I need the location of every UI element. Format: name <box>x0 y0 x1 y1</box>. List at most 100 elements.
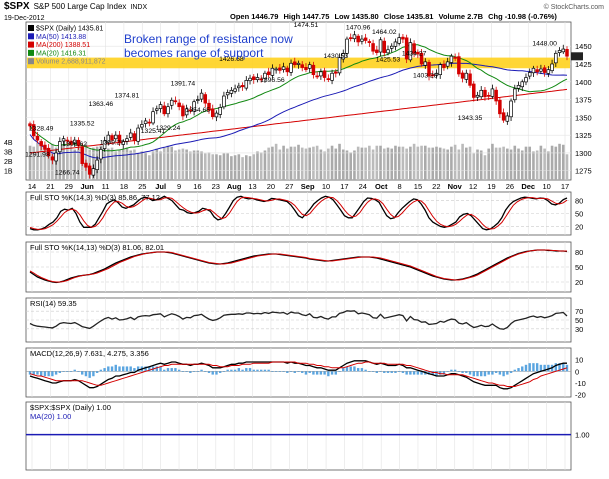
volume-bar <box>110 147 114 180</box>
candle-body <box>393 41 398 47</box>
sto1-series-1 <box>29 196 568 230</box>
rsi-tick-label: 70 <box>575 307 583 316</box>
macd-histogram-bar <box>189 371 192 373</box>
price-label: 1335.52 <box>70 121 95 128</box>
volume-bar <box>554 146 558 180</box>
candle-body <box>28 123 32 127</box>
candle-body <box>457 56 461 75</box>
candle-body <box>229 89 234 94</box>
candle-body <box>210 108 215 118</box>
macd-histogram-bar <box>390 371 393 373</box>
volume-bar <box>483 155 487 180</box>
volume-bar <box>379 145 382 180</box>
candle-body <box>128 132 133 138</box>
volume-bar <box>438 147 442 180</box>
macd-histogram-bar <box>521 366 524 372</box>
volume-bar <box>494 147 498 180</box>
volume-bar <box>528 146 532 180</box>
macd-histogram-bar <box>383 371 386 373</box>
volume-bar <box>103 144 106 180</box>
candle-body <box>255 77 260 81</box>
candle-body <box>475 94 480 98</box>
volume-bar <box>222 153 226 180</box>
candle-body <box>453 56 457 59</box>
macd-histogram-bar <box>66 371 69 372</box>
legend-swatch <box>28 49 34 56</box>
volume-bar <box>274 143 278 180</box>
rsi-legend: RSI(14) 59.35 <box>30 299 77 308</box>
volume-bar <box>65 141 69 180</box>
volume-tick-label: 4B <box>4 140 13 147</box>
macd-histogram-bar <box>345 366 349 372</box>
macd-histogram-bar <box>174 368 177 372</box>
volume-bar <box>203 153 207 180</box>
candle-body <box>356 35 360 43</box>
volume-bar <box>237 154 241 180</box>
volume-bar <box>133 149 136 180</box>
price-label: 1426.68 <box>219 56 244 63</box>
volume-bar <box>442 148 446 180</box>
sto2-tick-label: 50 <box>575 263 583 272</box>
volume-bar <box>304 148 308 180</box>
candle-body <box>110 135 114 141</box>
price-label: 1396.56 <box>260 77 285 84</box>
volume-bar <box>453 144 457 180</box>
volume-bar <box>92 147 95 180</box>
y-tick-label: 1300 <box>575 149 592 158</box>
volume-bar <box>330 145 334 180</box>
macd-histogram-bar <box>420 371 423 375</box>
x-tick-label: 27 <box>285 182 293 191</box>
macd-histogram-bar <box>84 371 88 377</box>
macd-histogram-bar <box>394 371 397 373</box>
candle-body <box>535 69 539 73</box>
macd-histogram-bar <box>535 363 539 372</box>
volume-bar <box>397 146 401 180</box>
volume-bar <box>561 144 565 180</box>
macd-histogram-bar <box>487 371 490 375</box>
candle-body <box>218 107 222 115</box>
macd-histogram-bar <box>256 369 259 372</box>
macd-histogram-bar <box>248 368 252 372</box>
price-label: 1266.74 <box>55 170 80 177</box>
price-label: 1391.74 <box>171 81 196 88</box>
volume-bar <box>211 154 215 180</box>
candle-body <box>222 95 226 108</box>
candle-body <box>237 85 241 89</box>
candle-body <box>300 64 304 68</box>
candle-body <box>319 71 323 77</box>
volume-bar <box>565 154 569 180</box>
macd-histogram-bar <box>405 371 408 375</box>
macd-legend: MACD(12,26,9) 7.631, 4.275, 3.356 <box>30 349 149 358</box>
candle-body <box>468 73 472 86</box>
candle-body <box>132 133 137 141</box>
macd-histogram-bar <box>375 371 379 373</box>
macd-histogram-bar <box>330 371 334 375</box>
candle-body <box>330 72 334 81</box>
volume-bar <box>181 148 185 180</box>
candle-body <box>69 140 73 145</box>
candle-body <box>203 94 208 104</box>
x-tick-label: 14 <box>28 182 36 191</box>
candle-body <box>561 48 566 53</box>
sto1-series-0 <box>29 195 568 231</box>
candle-body <box>337 57 342 74</box>
legend-swatch <box>28 58 34 65</box>
x-tick-label: 8 <box>398 182 402 191</box>
macd-histogram-bar <box>233 369 237 372</box>
macd-histogram-bar <box>28 371 32 375</box>
macd-histogram-bar <box>263 369 267 372</box>
volume-bar <box>319 149 323 180</box>
volume-bar <box>401 146 405 180</box>
candle-body <box>158 104 163 109</box>
volume-bar <box>263 150 267 180</box>
macd-histogram-bar <box>342 368 345 372</box>
candle-body <box>252 76 256 80</box>
volume-bar <box>334 148 338 180</box>
volume-bar <box>498 147 502 180</box>
candle-body <box>494 89 498 102</box>
candle-body <box>43 144 47 150</box>
volume-bar <box>409 146 412 180</box>
macd-histogram-bar <box>92 371 95 377</box>
macd-histogram-bar <box>517 368 520 372</box>
